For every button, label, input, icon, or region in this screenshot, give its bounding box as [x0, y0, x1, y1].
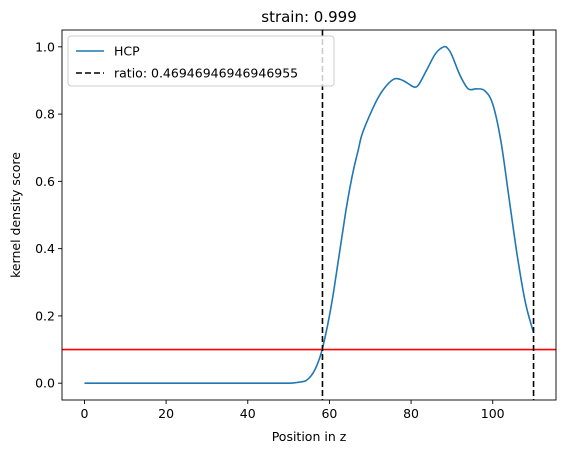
x-tick-label: 40 [240, 406, 256, 421]
series-line-hcp [84, 45, 535, 385]
chart-title: strain: 0.999 [261, 8, 357, 26]
legend-label-1: HCP [114, 44, 140, 59]
axes-frame [61, 29, 557, 401]
x-tick-label: 80 [403, 406, 419, 421]
x-tick-label: 60 [321, 406, 337, 421]
y-tick-label: 0.4 [35, 241, 55, 256]
y-tick-label: 1.0 [35, 39, 55, 54]
legend: HCP ratio: 0.46946946946946955 [67, 35, 335, 87]
y-tick-label: 0.8 [35, 107, 55, 122]
x-axis-label: Position in z [272, 429, 347, 444]
legend-label-2: ratio: 0.46946946946946955 [114, 66, 298, 81]
y-tick-label: 0.2 [35, 308, 55, 323]
plot-content [62, 30, 556, 400]
y-tick-label: 0.6 [35, 174, 55, 189]
x-tick-label: 0 [80, 406, 88, 421]
plot-area: 0 20 40 60 80 100 0.0 0.2 0.4 0.6 0.8 1.0 [35, 29, 557, 421]
legend-box [67, 35, 335, 87]
y-tick-label: 0.0 [35, 376, 55, 391]
y-axis-label: kernel density score [8, 152, 23, 278]
x-tick-label: 20 [158, 406, 174, 421]
x-tick-label: 100 [481, 406, 505, 421]
